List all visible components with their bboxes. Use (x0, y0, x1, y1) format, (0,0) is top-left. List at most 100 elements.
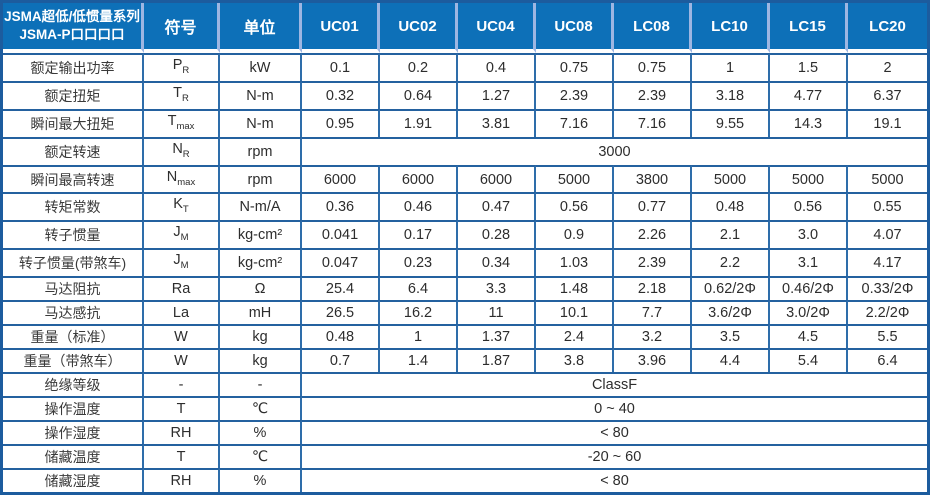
unit-cell: N-m (220, 80, 302, 109)
value-cell: 6.4 (848, 348, 927, 372)
value-cell: 3.5 (692, 324, 770, 349)
value-cell: 1.87 (458, 348, 536, 373)
unit-cell: kW (220, 53, 302, 81)
row-label: 额定扭矩 (3, 80, 144, 109)
row-label: 转子惯量 (3, 220, 144, 249)
value-cell: 4.17 (848, 248, 927, 276)
value-cell: 0.23 (380, 248, 458, 277)
value-cell: 1.91 (380, 108, 458, 137)
symbol-cell: Nmax (144, 164, 220, 193)
value-cell: 0.33/2Φ (848, 276, 927, 300)
value-cell: 1.4 (380, 348, 458, 373)
unit-cell: - (220, 372, 302, 397)
model-header-uc08: UC08 (536, 3, 614, 53)
table-row: 操作湿度 RH% < 80 (3, 420, 927, 445)
value-cell: 6.37 (848, 80, 927, 109)
value-cell: 0.047 (302, 248, 380, 277)
value-cell: 0.7 (302, 348, 380, 373)
table-row: 转子惯量(带煞车) JM kg-cm² 0.047 0.23 0.34 1.03 2.39 2.… (3, 248, 927, 277)
value-cell: 1.37 (458, 324, 536, 349)
table-row: 额定输出功率 PR kW 0.1 0.2 0.4 0.75 0.75 1 1.5 2 (3, 53, 927, 81)
value-cell: 2.1 (692, 220, 770, 249)
value-cell: 1.5 (770, 53, 848, 81)
value-cell: 0.9 (536, 220, 614, 249)
row-label: 重量（标准） (3, 324, 144, 349)
value-cell: 11 (458, 300, 536, 325)
symbol-cell: W (144, 324, 220, 349)
value-cell: 6000 (302, 164, 380, 193)
value-cell: 0.75 (614, 53, 692, 81)
row-label: 转矩常数 (3, 192, 144, 221)
symbol-cell: W (144, 348, 220, 373)
row-label: 储藏温度 (3, 444, 144, 469)
value-cell: 0.64 (380, 80, 458, 109)
row-label: 重量（带煞车） (3, 348, 144, 373)
symbol-cell: Tmax (144, 108, 220, 137)
value-cell: 4.07 (848, 220, 927, 248)
value-cell: 0.46 (380, 192, 458, 221)
value-cell: 3.81 (458, 108, 536, 137)
value-cell: 5.4 (770, 348, 848, 373)
row-label: 操作温度 (3, 396, 144, 421)
row-label: 马达感抗 (3, 300, 144, 325)
value-cell: 1 (692, 53, 770, 81)
value-cell: 4.5 (770, 324, 848, 349)
unit-cell: Ω (220, 276, 302, 301)
value-cell: 9.55 (692, 108, 770, 137)
value-cell: 2.39 (614, 248, 692, 277)
table-row: 操作温度 T ℃ 0 ~ 40 (3, 396, 927, 421)
value-cell: 26.5 (302, 300, 380, 325)
unit-cell: kg-cm² (220, 248, 302, 277)
value-cell-merged: 3000 (302, 136, 927, 165)
table-row: 储藏湿度 RH% < 80 (3, 468, 927, 493)
value-cell: 0.56 (770, 192, 848, 221)
row-label: 储藏湿度 (3, 468, 144, 493)
value-cell: 1.48 (536, 276, 614, 301)
value-cell-merged: -20 ~ 60 (302, 444, 927, 468)
value-cell: 2 (848, 53, 927, 81)
value-cell: 3.0 (770, 220, 848, 249)
value-cell: 3800 (614, 164, 692, 193)
value-cell: 5000 (848, 164, 927, 193)
value-cell: 5.5 (848, 324, 927, 348)
symbol-cell: PR (144, 53, 220, 81)
row-label: 绝缘等级 (3, 372, 144, 397)
value-cell: 10.1 (536, 300, 614, 325)
unit-cell: ℃ (220, 444, 302, 469)
value-cell: 6000 (458, 164, 536, 193)
unit-cell: mH (220, 300, 302, 325)
value-cell-merged: ClassF (302, 372, 927, 396)
unit-cell: kg (220, 348, 302, 373)
value-cell: 0.56 (536, 192, 614, 221)
value-cell: 2.39 (536, 80, 614, 109)
row-label: 额定输出功率 (3, 53, 144, 81)
unit-cell: N-m/A (220, 192, 302, 221)
value-cell: 0.32 (302, 80, 380, 109)
spec-table-body: 额定输出功率 PR kW 0.1 0.2 0.4 0.75 0.75 1 1.5 2 额定扭矩 TR N-… (3, 53, 927, 493)
value-cell: 5000 (770, 164, 848, 193)
model-header-uc02: UC02 (380, 3, 458, 53)
value-cell: 7.16 (614, 108, 692, 137)
value-cell: 1 (380, 324, 458, 349)
unit-cell: rpm (220, 164, 302, 193)
model-header-lc15: LC15 (770, 3, 848, 53)
symbol-cell: JM (144, 220, 220, 249)
symbol-cell: Ra (144, 276, 220, 301)
value-cell: 0.95 (302, 108, 380, 137)
value-cell: 0.28 (458, 220, 536, 249)
unit-cell: ℃ (220, 396, 302, 421)
row-label: 马达阻抗 (3, 276, 144, 301)
value-cell: 4.4 (692, 348, 770, 373)
symbol-cell: RH (144, 420, 220, 445)
value-cell: 3.0/2Φ (770, 300, 848, 325)
value-cell: 0.55 (848, 192, 927, 220)
value-cell: 2.26 (614, 220, 692, 249)
value-cell: 0.46/2Φ (770, 276, 848, 301)
value-cell: 0.77 (614, 192, 692, 221)
value-cell: 2.18 (614, 276, 692, 301)
value-cell: 0.75 (536, 53, 614, 81)
table-row: 马达阻抗 Ra Ω 25.4 6.4 3.3 1.48 2.18 0.62/2Φ 0.46/2Φ 0… (3, 276, 927, 301)
